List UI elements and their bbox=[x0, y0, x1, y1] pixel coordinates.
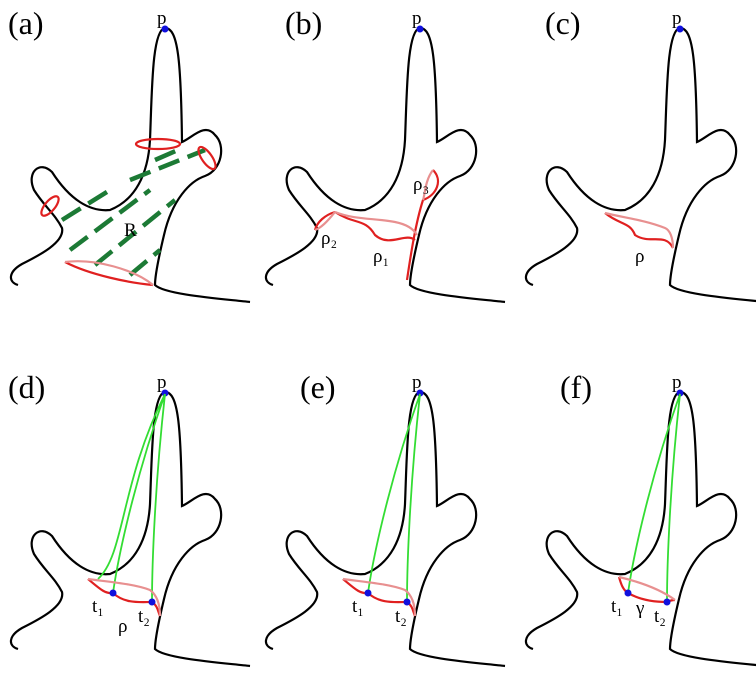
annotation: ρ₃ bbox=[413, 174, 429, 195]
panel-f: (f) p t₁ γ t₂ bbox=[526, 369, 756, 666]
cut bbox=[136, 139, 180, 149]
annotation: t₂ bbox=[395, 606, 407, 627]
annotation: R bbox=[124, 220, 137, 241]
annotation: ρ bbox=[635, 246, 644, 267]
point-label: p bbox=[412, 8, 422, 29]
cut bbox=[605, 213, 673, 248]
panel-label: (f) bbox=[560, 369, 592, 405]
panel-label: (a) bbox=[8, 5, 44, 41]
cut bbox=[38, 194, 61, 219]
point-label: p bbox=[412, 372, 422, 393]
panel-a: (a) p R bbox=[8, 5, 250, 302]
point-label: p bbox=[672, 8, 682, 29]
panel-label: (c) bbox=[545, 5, 581, 41]
annotation: ρ₁ bbox=[373, 246, 389, 267]
panel-c: (c) p ρ bbox=[526, 5, 756, 302]
annotation: t₁ bbox=[92, 596, 104, 617]
shape bbox=[11, 390, 250, 667]
panel-label: (b) bbox=[285, 5, 322, 41]
annotation: t₂ bbox=[138, 606, 150, 627]
cut bbox=[605, 213, 673, 248]
annotation: t₂ bbox=[654, 606, 666, 627]
panel-label: (e) bbox=[300, 369, 336, 405]
figure: (a) p R (b) p ρ₃ ρ₂ ρ₁ (c) p ρ (d) p t₁ bbox=[0, 0, 756, 679]
cut bbox=[195, 144, 218, 171]
annotation: ρ bbox=[118, 616, 127, 637]
panel-d: (d) p t₁ ρ t₂ bbox=[8, 369, 250, 666]
point-label: p bbox=[157, 8, 167, 29]
annotation: t₁ bbox=[352, 596, 364, 617]
annotation: γ bbox=[635, 598, 644, 619]
point-label: p bbox=[672, 372, 682, 393]
annotation: ρ₂ bbox=[321, 228, 337, 249]
panel-e: (e) p t₁ t₂ bbox=[266, 369, 505, 666]
shape bbox=[266, 390, 505, 667]
cut bbox=[335, 212, 417, 235]
point-label: p bbox=[157, 372, 167, 393]
annotation: t₁ bbox=[611, 596, 623, 617]
panel-b: (b) p ρ₃ ρ₂ ρ₁ bbox=[266, 5, 505, 302]
panel-label: (d) bbox=[8, 369, 45, 405]
